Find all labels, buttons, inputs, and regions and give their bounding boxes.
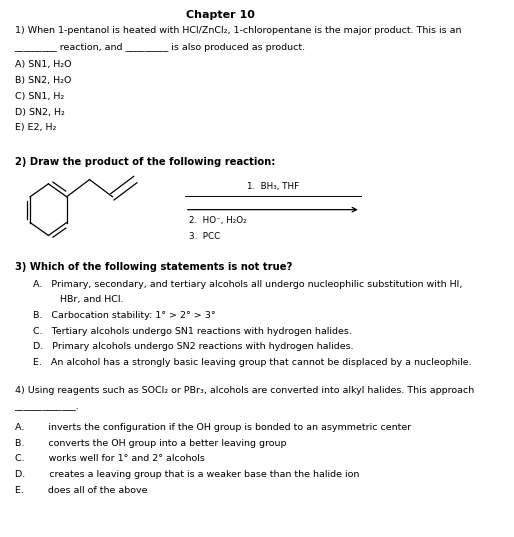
Text: B) SN2, H₂O: B) SN2, H₂O xyxy=(14,76,71,85)
Text: C) SN1, H₂: C) SN1, H₂ xyxy=(14,92,64,101)
Text: E.   An alcohol has a strongly basic leaving group that cannot be displaced by a: E. An alcohol has a strongly basic leavi… xyxy=(33,358,472,367)
Text: _________ reaction, and _________ is also produced as product.: _________ reaction, and _________ is als… xyxy=(14,43,306,52)
Text: 3) Which of the following statements is not true?: 3) Which of the following statements is … xyxy=(14,262,292,272)
Text: 4) Using reagents such as SOCl₂ or PBr₃, alcohols are converted into alkyl halid: 4) Using reagents such as SOCl₂ or PBr₃,… xyxy=(14,386,474,395)
Text: 2) Draw the product of the following reaction:: 2) Draw the product of the following rea… xyxy=(14,157,275,168)
Text: B.   Carbocation stability: 1° > 2° > 3°: B. Carbocation stability: 1° > 2° > 3° xyxy=(33,311,215,320)
Text: B.        converts the OH group into a better leaving group: B. converts the OH group into a better l… xyxy=(14,439,286,447)
Text: A.   Primary, secondary, and tertiary alcohols all undergo nucleophilic substitu: A. Primary, secondary, and tertiary alco… xyxy=(33,280,463,288)
Text: A.        inverts the configuration if the OH group is bonded to an asymmetric c: A. inverts the configuration if the OH g… xyxy=(14,423,411,432)
Text: D.   Primary alcohols undergo SN2 reactions with hydrogen halides.: D. Primary alcohols undergo SN2 reaction… xyxy=(33,343,354,351)
Text: E.        does all of the above: E. does all of the above xyxy=(14,485,147,495)
Text: D.        creates a leaving group that is a weaker base than the halide ion: D. creates a leaving group that is a wea… xyxy=(14,470,359,479)
Text: _____________.: _____________. xyxy=(14,402,79,411)
Text: 3.  PCC: 3. PCC xyxy=(189,232,221,241)
Text: D) SN2, H₂: D) SN2, H₂ xyxy=(14,107,64,117)
Text: Chapter 10: Chapter 10 xyxy=(186,10,254,20)
Text: 1) When 1-pentanol is heated with HCl/ZnCl₂, 1-chloropentane is the major produc: 1) When 1-pentanol is heated with HCl/Zn… xyxy=(14,26,461,35)
Text: 2.  HO⁻, H₂O₂: 2. HO⁻, H₂O₂ xyxy=(189,216,247,225)
Text: C.   Tertiary alcohols undergo SN1 reactions with hydrogen halides.: C. Tertiary alcohols undergo SN1 reactio… xyxy=(33,326,352,336)
Text: E) E2, H₂: E) E2, H₂ xyxy=(14,124,56,132)
Text: C.        works well for 1° and 2° alcohols: C. works well for 1° and 2° alcohols xyxy=(14,454,205,463)
Text: 1.  BH₃, THF: 1. BH₃, THF xyxy=(247,182,299,191)
Text: A) SN1, H₂O: A) SN1, H₂O xyxy=(14,61,71,69)
Text: HBr, and HCl.: HBr, and HCl. xyxy=(33,295,123,304)
